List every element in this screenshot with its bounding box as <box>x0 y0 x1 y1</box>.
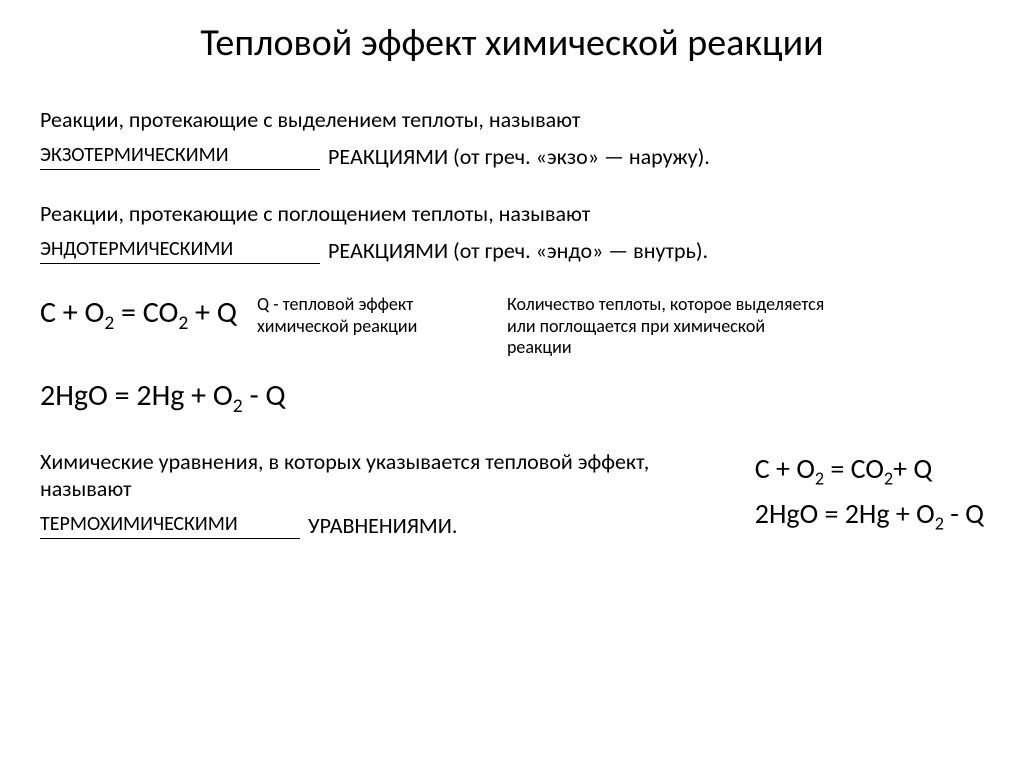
equation4: 2HgO = 2Hg + O2 - Q <box>755 493 984 538</box>
section2-intro: Реакции, протекающие с поглощением тепло… <box>40 200 984 227</box>
eq2-end: - Q <box>243 377 286 414</box>
eq1-part1: C + O <box>40 294 104 331</box>
equation1-row: C + O2 = CO2 + Q Q - тепловой эффект хим… <box>40 294 984 359</box>
section1-after: РЕАКЦИЯМИ (от греч. «экзо» — наружу). <box>328 143 710 170</box>
eq1-sub2: 2 <box>178 311 188 335</box>
eq1-sub1: 2 <box>104 311 114 335</box>
eq4-end: - Q <box>944 496 984 531</box>
eq1-mid: = CO <box>114 294 178 331</box>
equation1: C + O2 = CO2 + Q <box>40 294 237 335</box>
eq3-part1: C + O <box>755 451 815 486</box>
eq3-sub1: 2 <box>815 467 824 489</box>
q-description: Количество теплоты, которое выделяется и… <box>507 294 827 359</box>
eq4-part1: 2HgO = 2Hg + O <box>755 496 935 531</box>
section3-fill: ТЕРМОХИМИЧЕСКИМИ УРАВНЕНИЯМИ. <box>40 512 725 539</box>
section2-blank: ЭНДОТЕРМИЧЕСКИМИ <box>40 237 320 264</box>
eq1-end: + Q <box>188 294 237 331</box>
equation3: C + O2 = CO2+ Q <box>755 448 984 493</box>
bottom-left: Химические уравнения, в которых указывае… <box>40 448 725 539</box>
q-definition: Q - тепловой эффект химической реакции <box>257 294 487 337</box>
bottom-row: Химические уравнения, в которых указывае… <box>40 448 984 539</box>
section3-intro: Химические уравнения, в которых указывае… <box>40 448 725 502</box>
section3-after: УРАВНЕНИЯМИ. <box>308 512 457 539</box>
section3-blank: ТЕРМОХИМИЧЕСКИМИ <box>40 512 300 539</box>
section2-after: РЕАКЦИЯМИ (от греч. «эндо» — внутрь). <box>328 237 708 264</box>
section1-intro: Реакции, протекающие с выделением теплот… <box>40 106 984 133</box>
bottom-equations: C + O2 = CO2+ Q 2HgO = 2Hg + O2 - Q <box>755 448 984 538</box>
section1-blank: ЭКЗОТЕРМИЧЕСКИМИ <box>40 143 320 170</box>
page-title: Тепловой эффект химической реакции <box>40 20 984 66</box>
eq3-end: + Q <box>893 451 932 486</box>
eq3-sub2: 2 <box>884 467 893 489</box>
eq4-sub1: 2 <box>935 512 944 534</box>
eq3-mid: = CO <box>824 451 884 486</box>
section2-fill: ЭНДОТЕРМИЧЕСКИМИ РЕАКЦИЯМИ (от греч. «эн… <box>40 237 984 264</box>
eq2-sub1: 2 <box>233 394 243 418</box>
section1-fill: ЭКЗОТЕРМИЧЕСКИМИ РЕАКЦИЯМИ (от греч. «эк… <box>40 143 984 170</box>
equation2: 2HgO = 2Hg + O2 - Q <box>40 377 984 418</box>
eq2-part1: 2HgO = 2Hg + O <box>40 377 233 414</box>
